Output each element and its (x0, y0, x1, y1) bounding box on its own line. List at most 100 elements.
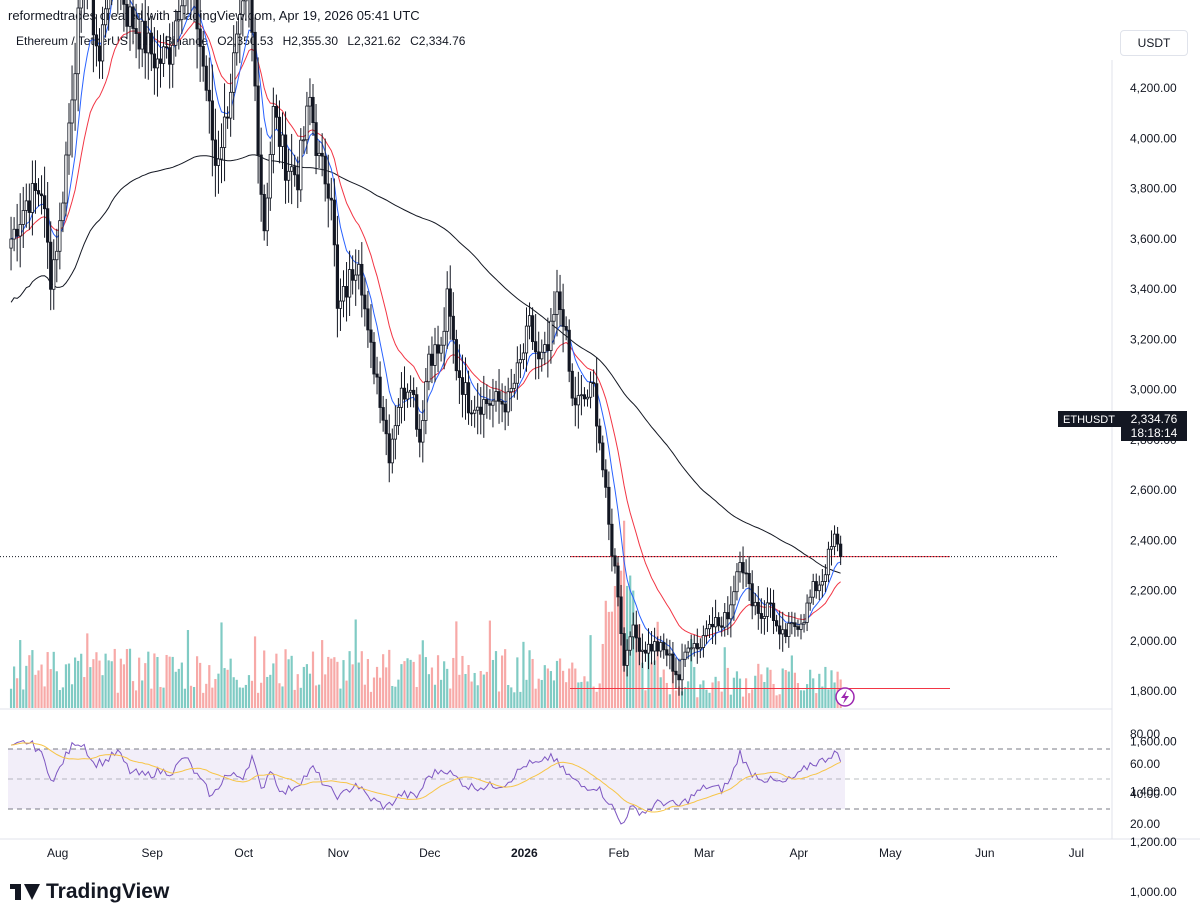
volume-bar (375, 666, 379, 708)
candle (677, 658, 681, 696)
candle (187, 0, 189, 15)
candle (680, 643, 684, 696)
volume-bar (351, 664, 354, 708)
volume-bar (70, 684, 74, 708)
candle-body (177, 19, 181, 22)
volume-bar (388, 649, 391, 708)
candle-body (280, 134, 285, 147)
candle (311, 83, 315, 137)
currency-button[interactable]: USDT (1120, 30, 1188, 56)
volume-bar (208, 665, 211, 708)
candle (674, 657, 678, 689)
price-tick-label: 1,800.00 (1130, 684, 1177, 698)
volume-bar (455, 621, 458, 708)
volume-bar (653, 660, 656, 708)
candle (83, 0, 85, 15)
horizontal-levels (0, 556, 1058, 689)
candle (500, 383, 504, 423)
candle-body (518, 359, 523, 364)
candle (659, 635, 663, 658)
volume-bar (113, 648, 116, 708)
ticker-tag-bg (1058, 411, 1121, 427)
candle-body (149, 32, 153, 55)
candle (506, 377, 510, 426)
candle (61, 191, 65, 233)
candle (622, 627, 626, 672)
chart-grid (0, 60, 1200, 840)
candle-body (204, 65, 208, 91)
volume-bar (760, 674, 763, 708)
volume-bar (107, 660, 110, 708)
volume-bar (479, 671, 482, 708)
volume-bar (67, 663, 71, 708)
volume-bar (543, 665, 546, 708)
candle (79, 0, 83, 33)
candle-body (771, 602, 776, 622)
candle-body (463, 382, 468, 395)
candle (384, 398, 388, 456)
candle-body (680, 658, 684, 681)
volume-bar (339, 688, 342, 708)
candle (671, 641, 675, 684)
candle (293, 154, 297, 187)
candle (86, 0, 88, 10)
candle-body (436, 344, 440, 354)
candle (531, 307, 535, 350)
candle (552, 291, 556, 345)
candle-body (799, 623, 803, 630)
volume-bar (510, 687, 513, 708)
candle-body (396, 406, 401, 427)
volume-bar (318, 684, 321, 708)
candle-body (555, 291, 559, 315)
candle-body (582, 394, 587, 400)
volume-bar (763, 682, 766, 708)
candle (839, 535, 843, 566)
candle (628, 631, 632, 656)
candle-body (18, 224, 22, 237)
candle (570, 363, 574, 407)
candle (329, 177, 333, 221)
candle (573, 376, 577, 427)
candle-body (494, 391, 498, 402)
candle-body (317, 152, 321, 156)
volume-bar (440, 679, 443, 708)
volume-bar (205, 683, 208, 708)
candle-body (836, 533, 840, 545)
candle (24, 183, 28, 228)
candle (424, 368, 428, 435)
symbol-name[interactable]: Ethereum / TetherUS · 1D · Binance (16, 34, 208, 48)
candle (759, 598, 763, 634)
candle (190, 0, 192, 16)
volume-bar (677, 686, 681, 708)
volume-bar (748, 693, 751, 708)
candle-body (808, 596, 812, 604)
candle-body (171, 44, 175, 65)
candle (781, 611, 785, 652)
candle (70, 65, 74, 158)
candle-body (588, 382, 593, 398)
candle-body (506, 391, 510, 413)
price-tick-label: 3,000.00 (1130, 383, 1177, 397)
candle-body (823, 574, 828, 582)
candle-body (509, 387, 513, 393)
volume-bar (436, 655, 440, 708)
candle-body (646, 643, 651, 654)
ema-slow-path (10, 21, 841, 638)
candle (762, 600, 767, 635)
flash-icon[interactable] (835, 687, 855, 707)
candle (723, 602, 727, 637)
price-tick-label: 4,200.00 (1130, 81, 1177, 95)
candle-body (625, 649, 629, 666)
candle-body (820, 581, 824, 586)
candle (347, 250, 352, 316)
candle-body (174, 20, 178, 46)
volume-bar (751, 689, 754, 708)
tradingview-logo[interactable]: TradingView (10, 880, 169, 904)
candle (39, 175, 44, 215)
volume-bar (790, 655, 793, 708)
candle-body (500, 400, 504, 405)
volume-bar (482, 674, 485, 708)
candle-body (796, 626, 800, 630)
candle (177, 0, 181, 50)
